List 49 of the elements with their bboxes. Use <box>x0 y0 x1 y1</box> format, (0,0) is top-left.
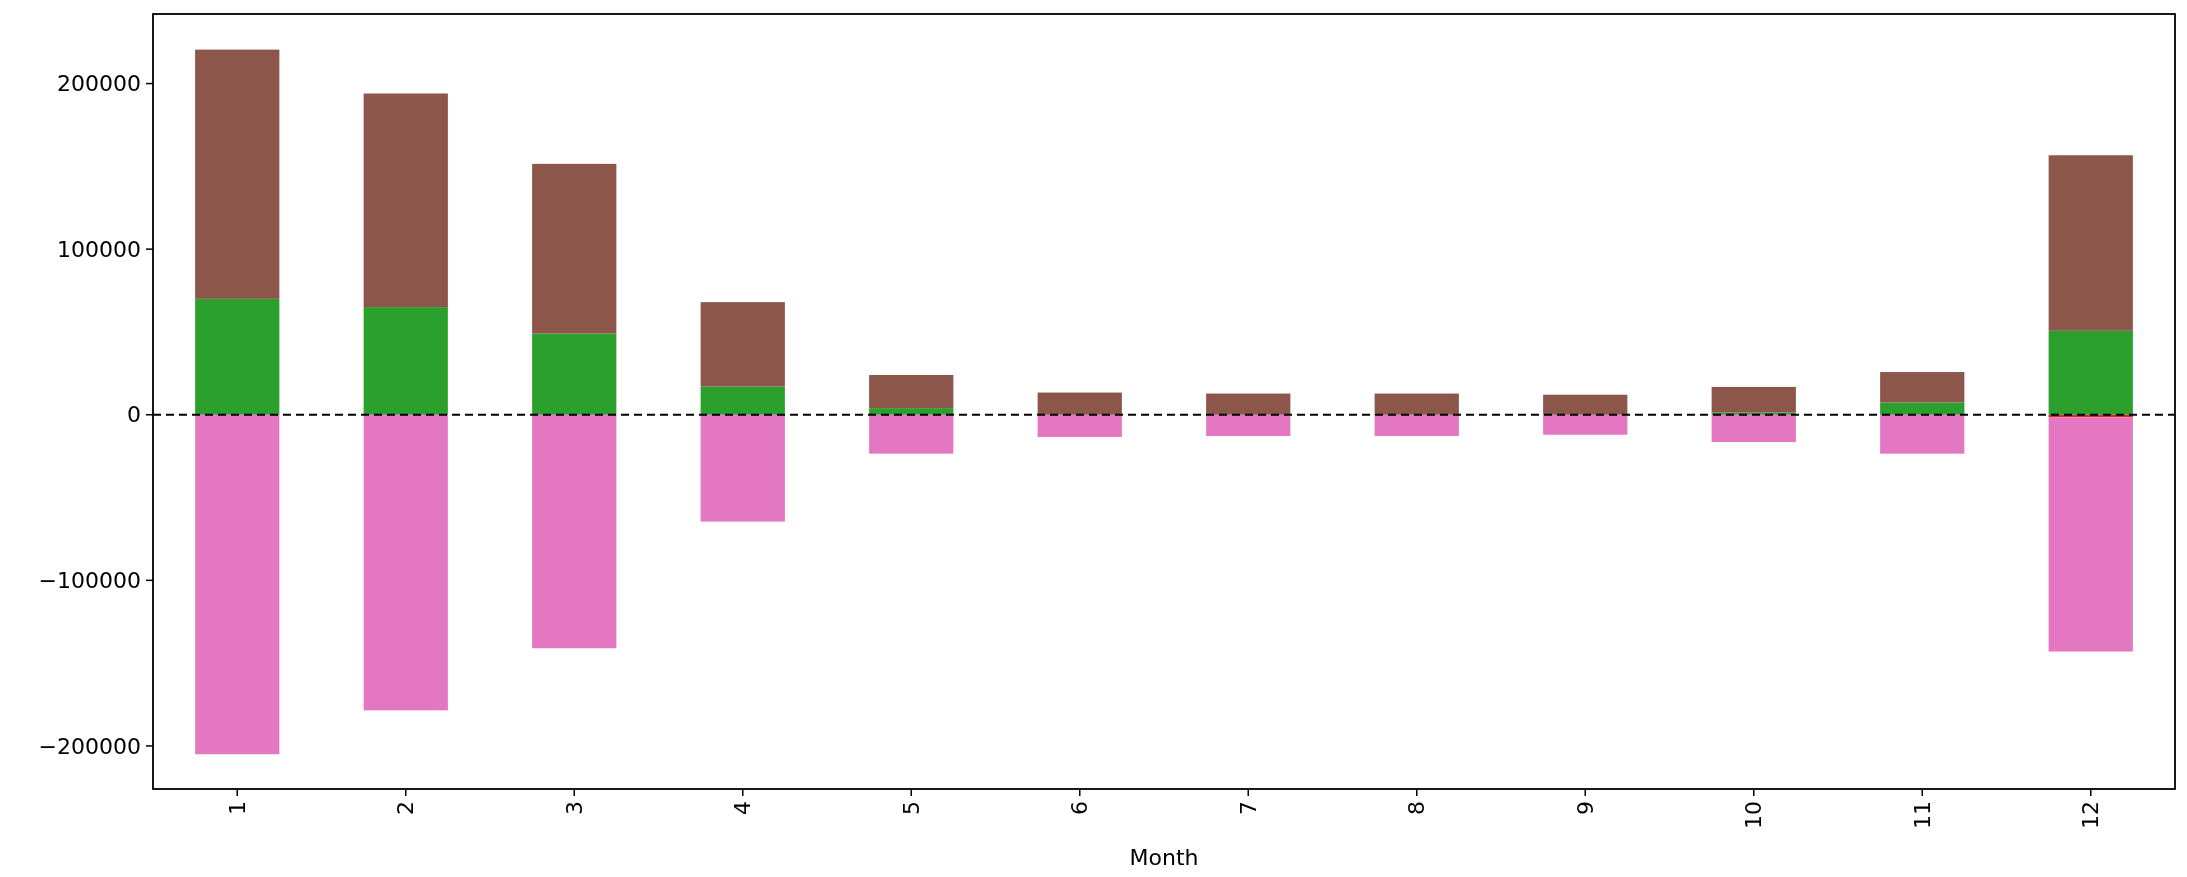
x-tick-label: 6 <box>1067 801 1093 815</box>
x-tick-label: 12 <box>2078 801 2104 829</box>
bar <box>1711 386 1796 413</box>
x-tick-label: 5 <box>898 801 924 815</box>
bar <box>1374 414 1459 436</box>
bar <box>1543 394 1628 415</box>
bar <box>1374 393 1459 415</box>
bar <box>1880 372 1965 403</box>
bar <box>869 414 954 454</box>
y-tick-label: −100000 <box>38 568 141 594</box>
bar <box>195 49 280 299</box>
y-tick-label: −200000 <box>38 733 141 759</box>
x-tick-label: 8 <box>1404 801 1430 815</box>
bar <box>869 375 954 409</box>
bar <box>363 307 448 415</box>
x-tick-label: 2 <box>393 801 419 815</box>
bar <box>2048 330 2133 415</box>
x-tick-label: 3 <box>561 801 587 815</box>
bar <box>1880 402 1965 415</box>
bar <box>363 414 448 711</box>
bar <box>700 302 785 387</box>
y-tick-label: 0 <box>127 402 141 428</box>
bar <box>1037 414 1122 437</box>
bar <box>1206 393 1291 415</box>
bar <box>532 414 617 649</box>
x-tick-label: 11 <box>1909 801 1935 829</box>
bar <box>195 298 280 415</box>
bar <box>1711 414 1796 443</box>
y-tick-label: 200000 <box>57 71 141 97</box>
bar <box>2048 417 2133 652</box>
bar <box>869 408 954 415</box>
x-tick-label: 1 <box>224 801 250 815</box>
x-tick-label: 10 <box>1741 801 1767 829</box>
x-tick-label: 4 <box>730 801 756 815</box>
bar <box>2048 155 2133 331</box>
bar <box>1880 414 1965 454</box>
bar <box>1206 414 1291 436</box>
x-axis-title: Month <box>1129 845 1199 870</box>
x-tick-label: 7 <box>1235 801 1261 815</box>
bar <box>195 414 280 755</box>
bar <box>1037 392 1122 415</box>
x-tick-label: 9 <box>1572 801 1598 815</box>
bar <box>1543 414 1628 435</box>
bar <box>532 163 617 334</box>
bar <box>532 333 617 415</box>
bar <box>700 386 785 415</box>
bar <box>700 414 785 522</box>
bar <box>363 93 448 308</box>
y-tick-label: 100000 <box>57 236 141 262</box>
